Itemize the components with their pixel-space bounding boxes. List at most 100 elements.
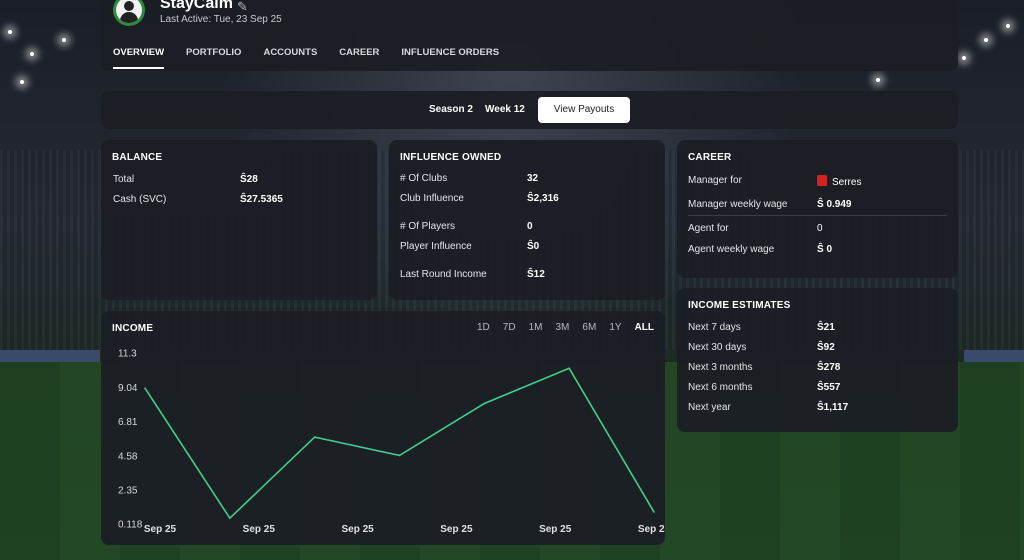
estimate-label: Next 3 months bbox=[688, 362, 753, 373]
income-series-line bbox=[144, 367, 655, 520]
stadium-board-right bbox=[964, 350, 1024, 362]
influence-title: INFLUENCE OWNED bbox=[400, 152, 502, 163]
player-influence-value: Ŝ0 bbox=[527, 241, 540, 252]
cash-label: Cash (SVC) bbox=[113, 194, 167, 205]
floodlight bbox=[876, 78, 880, 82]
manager-club-name: Serres bbox=[832, 177, 862, 188]
range-1d[interactable]: 1D bbox=[477, 322, 490, 333]
pencil-icon[interactable]: ✎ bbox=[237, 0, 248, 14]
income-data-point[interactable] bbox=[144, 387, 146, 389]
income-estimates-card: INCOME ESTIMATES Next 7 days Ŝ21 Next 30… bbox=[677, 288, 958, 432]
balance-card: BALANCE Total Ŝ28 Cash (SVC) Ŝ27.5365 bbox=[101, 140, 377, 300]
floodlight bbox=[1006, 24, 1010, 28]
clubs-count-label: # Of Clubs bbox=[400, 173, 448, 184]
manager-for-label: Manager for bbox=[688, 175, 742, 186]
club-shirt-icon bbox=[817, 175, 827, 186]
last-round-income-value: Ŝ12 bbox=[527, 269, 545, 280]
estimates-title: INCOME ESTIMATES bbox=[688, 300, 791, 311]
range-1m[interactable]: 1M bbox=[528, 322, 543, 333]
tab-portfolio[interactable]: PORTFOLIO bbox=[186, 47, 242, 58]
floodlight bbox=[962, 56, 966, 60]
range-1y[interactable]: 1Y bbox=[609, 322, 622, 333]
season-bar: Season 2 Week 12 View Payouts bbox=[101, 91, 958, 129]
floodlight bbox=[984, 38, 988, 42]
range-7d[interactable]: 7D bbox=[502, 322, 516, 333]
x-tick-label: Sep 25 bbox=[144, 524, 177, 535]
career-divider bbox=[688, 215, 947, 216]
range-6m[interactable]: 6M bbox=[582, 322, 597, 333]
y-tick-label: 9.04 bbox=[118, 383, 138, 394]
estimate-label: Next 7 days bbox=[688, 322, 741, 333]
profile-tabs: OVERVIEW PORTFOLIO ACCOUNTS CAREER INFLU… bbox=[113, 47, 499, 69]
week-label: Week 12 bbox=[485, 104, 525, 115]
agent-wage-value: Ŝ 0 bbox=[817, 244, 833, 255]
last-round-income-label: Last Round Income bbox=[400, 269, 487, 280]
y-tick-label: 4.58 bbox=[118, 451, 138, 462]
y-tick-label: 11.3 bbox=[118, 349, 137, 360]
income-data-point[interactable] bbox=[568, 367, 570, 370]
income-title: INCOME bbox=[112, 323, 154, 334]
view-payouts-button[interactable]: View Payouts bbox=[538, 97, 630, 123]
income-line-chart: 11.39.046.814.582.350.118 Sep 25 Sep 25 Sep… bbox=[118, 349, 665, 536]
manager-wage-value: Ŝ 0.949 bbox=[817, 199, 852, 210]
range-selector: 1D 7D 1M 3M 6M 1Y ALL bbox=[477, 322, 654, 333]
user-silhouette-icon bbox=[116, 0, 142, 23]
floodlight bbox=[62, 38, 66, 42]
x-tick-label: Sep 25 bbox=[539, 524, 572, 535]
x-tick-label: Sep 25 bbox=[243, 524, 276, 535]
estimate-value: Ŝ92 bbox=[817, 342, 835, 353]
avatar[interactable] bbox=[113, 0, 145, 26]
tab-overview[interactable]: OVERVIEW bbox=[113, 47, 165, 69]
range-3m[interactable]: 3M bbox=[555, 322, 570, 333]
club-influence-value: Ŝ2,316 bbox=[527, 193, 559, 204]
players-count-label: # Of Players bbox=[400, 221, 456, 232]
user-name: StayCalm bbox=[160, 0, 233, 12]
x-tick-label: Sep 25 bbox=[440, 524, 473, 535]
players-count-value: 0 bbox=[527, 221, 533, 232]
influence-owned-card: INFLUENCE OWNED # Of Clubs 32 Club Influ… bbox=[389, 140, 665, 300]
x-tick-label: Sep 25 bbox=[638, 524, 665, 535]
income-data-point[interactable] bbox=[398, 454, 401, 457]
manager-club[interactable]: Serres bbox=[817, 175, 861, 188]
tab-influence-orders[interactable]: INFLUENCE ORDERS bbox=[401, 47, 500, 58]
floodlight bbox=[8, 30, 12, 34]
floodlight bbox=[20, 80, 24, 84]
player-influence-label: Player Influence bbox=[400, 241, 472, 252]
income-chart-card: INCOME 1D 7D 1M 3M 6M 1Y ALL 11.3 9.04 6.8… bbox=[101, 311, 665, 545]
estimate-value: Ŝ21 bbox=[817, 322, 835, 333]
profile-header: StayCalm ✎ Last Active: Tue, 23 Sep 25 O… bbox=[101, 0, 958, 71]
x-tick-label: Sep 25 bbox=[341, 524, 374, 535]
total-label: Total bbox=[113, 174, 135, 185]
balance-title: BALANCE bbox=[112, 152, 163, 163]
agent-wage-label: Agent weekly wage bbox=[688, 244, 775, 255]
estimate-label: Next year bbox=[688, 402, 731, 413]
income-data-point[interactable] bbox=[229, 517, 231, 519]
estimate-label: Next 30 days bbox=[688, 342, 747, 353]
agent-for-label: Agent for bbox=[688, 223, 729, 234]
tab-career[interactable]: CAREER bbox=[339, 47, 380, 58]
income-data-point[interactable] bbox=[653, 511, 655, 513]
range-all[interactable]: ALL bbox=[634, 322, 654, 333]
estimate-value: Ŝ1,117 bbox=[817, 402, 849, 413]
last-active: Last Active: Tue, 23 Sep 25 bbox=[160, 14, 282, 25]
career-card: CAREER Manager for Serres Manager weekly… bbox=[677, 140, 958, 278]
career-title: CAREER bbox=[688, 152, 732, 163]
season-label: Season 2 bbox=[429, 104, 473, 115]
income-data-point[interactable] bbox=[483, 402, 486, 405]
club-influence-label: Club Influence bbox=[400, 193, 464, 204]
estimate-value: Ŝ557 bbox=[817, 382, 841, 393]
y-tick-label: 2.35 bbox=[118, 485, 138, 496]
clubs-count-value: 32 bbox=[527, 173, 539, 184]
estimate-label: Next 6 months bbox=[688, 382, 753, 393]
income-data-point[interactable] bbox=[313, 436, 316, 438]
agent-for-value: 0 bbox=[817, 223, 823, 234]
floodlight bbox=[30, 52, 34, 56]
manager-wage-label: Manager weekly wage bbox=[688, 199, 788, 210]
y-tick-label: 6.81 bbox=[118, 417, 138, 428]
total-value: Ŝ28 bbox=[240, 174, 258, 185]
tab-accounts[interactable]: ACCOUNTS bbox=[263, 47, 318, 58]
y-tick-label: 0.118 bbox=[118, 520, 143, 531]
estimate-value: Ŝ278 bbox=[817, 362, 841, 373]
stadium-board-left bbox=[0, 350, 100, 362]
cash-value: Ŝ27.5365 bbox=[240, 194, 283, 205]
